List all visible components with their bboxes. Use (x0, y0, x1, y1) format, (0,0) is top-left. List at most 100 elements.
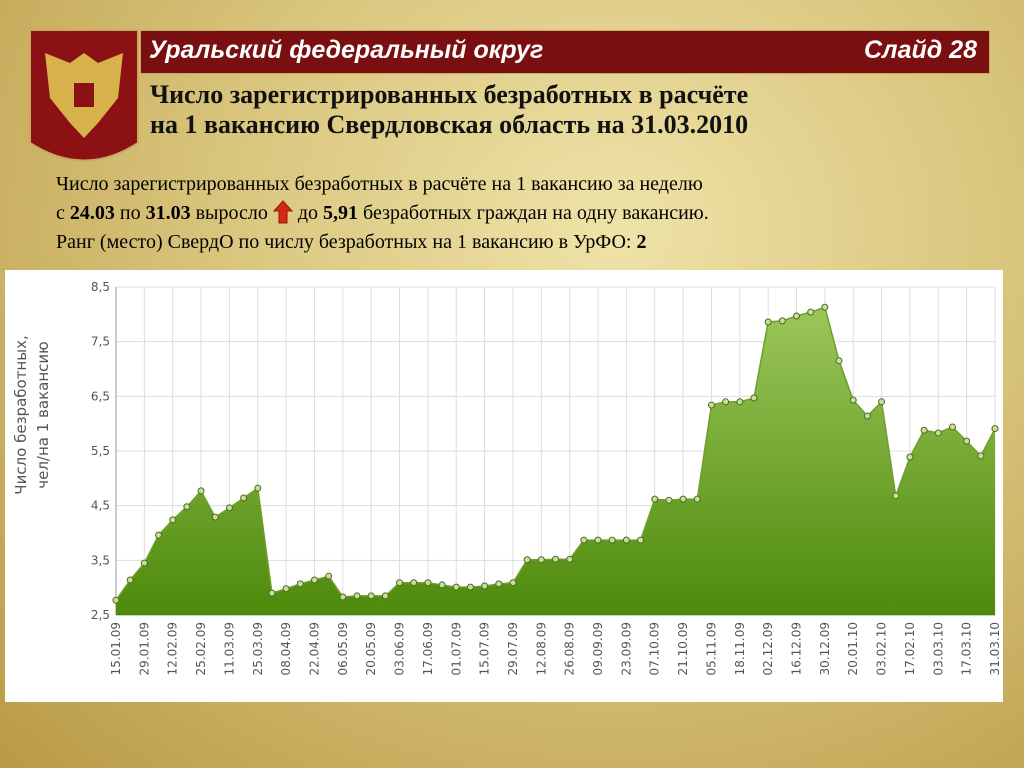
x-tick-label: 18.11.09 (733, 622, 747, 675)
point (296, 580, 304, 588)
point (679, 495, 687, 503)
point (764, 318, 772, 326)
point (282, 585, 290, 593)
point (240, 494, 248, 502)
x-tick-label: 03.02.10 (875, 622, 889, 675)
x-tick-label: 25.03.09 (251, 622, 265, 675)
point (495, 580, 503, 588)
point (920, 426, 928, 434)
point (991, 425, 999, 433)
x-tick-label: 07.10.09 (648, 622, 662, 675)
point (523, 556, 531, 564)
point (310, 576, 318, 584)
bold-text: 24.03 (69, 202, 115, 224)
x-tick-label: 30.12.09 (818, 622, 832, 675)
point (736, 398, 744, 406)
point (396, 579, 404, 587)
point (112, 596, 120, 604)
y-tick-label: 5,5 (91, 444, 110, 458)
x-tick-label: 22.04.09 (307, 622, 321, 675)
x-tick-label: 12.08.09 (534, 622, 548, 675)
text-line: с 24.03 по 31.03 выросло до 5,91 безрабо… (56, 199, 709, 228)
point (863, 412, 871, 420)
point (637, 536, 645, 544)
point (622, 536, 630, 544)
x-tick-label: 15.07.09 (478, 622, 492, 675)
bold-text: 2 (636, 231, 647, 253)
point (665, 496, 673, 504)
point (807, 308, 815, 316)
title-line: Число зарегистрированных безработных в р… (150, 80, 749, 109)
point (722, 398, 730, 406)
point (509, 579, 517, 587)
y-axis-label: Число безработных, (12, 335, 30, 494)
title-line: на 1 вакансию Свердловская область на 31… (150, 110, 749, 139)
point (438, 581, 446, 589)
x-tick-label: 01.07.09 (449, 622, 463, 675)
y-tick-label: 4,5 (91, 499, 110, 513)
y-tick-label: 7,5 (91, 335, 110, 349)
point (466, 583, 474, 591)
point (793, 312, 801, 320)
text: безработных граждан на одну вакансию. (358, 202, 709, 224)
text: Ранг (место) СвердО по числу безработных… (56, 231, 637, 253)
point (750, 394, 758, 402)
point (367, 592, 375, 600)
point (651, 495, 659, 503)
point (197, 487, 205, 495)
text-line: Число зарегистрированных безработных в р… (56, 170, 709, 199)
x-tick-label: 23.09.09 (619, 622, 633, 675)
point (977, 452, 985, 460)
bold-text: 31.03 (145, 202, 191, 224)
point (452, 583, 460, 591)
x-tick-label: 06.05.09 (336, 622, 350, 675)
point (963, 437, 971, 445)
x-tick-label: 20.01.10 (846, 622, 860, 675)
up-arrow (272, 200, 293, 224)
point (254, 484, 262, 492)
point (707, 401, 715, 409)
x-tick-label: 11.03.09 (222, 622, 236, 675)
x-tick-label: 05.11.09 (704, 622, 718, 675)
point (934, 429, 942, 437)
y-tick-label: 2,5 (91, 608, 110, 622)
text-line: Ранг (место) СвердО по числу безработных… (56, 228, 709, 257)
x-tick-label: 17.02.10 (903, 622, 917, 675)
y-tick-label: 6,5 (91, 389, 110, 403)
point (849, 396, 857, 404)
x-tick-label: 31.03.10 (988, 622, 1002, 675)
point (155, 531, 163, 539)
x-tick-label: 03.03.10 (931, 622, 945, 675)
text: с (56, 202, 70, 224)
area (116, 307, 995, 615)
point (537, 556, 545, 564)
banner: Уральский федеральный округ Слайд 28 (140, 30, 990, 74)
text: по (114, 202, 146, 224)
x-tick-label: 26.08.09 (563, 622, 577, 675)
x-tick-label: 09.09.09 (591, 622, 605, 675)
point (183, 503, 191, 511)
emblem (29, 29, 139, 162)
point (325, 572, 333, 580)
slide-number: Слайд 28 (864, 36, 977, 64)
x-tick-label: 25.02.09 (194, 622, 208, 675)
point (566, 555, 574, 563)
region: Уральский федеральный округ (149, 36, 544, 64)
x-tick-label: 08.04.09 (279, 622, 293, 675)
point (268, 589, 276, 597)
x-tick-label: 17.06.09 (421, 622, 435, 675)
x-tick-label: 15.01.09 (109, 622, 123, 675)
x-tick-label: 12.02.09 (166, 622, 180, 675)
point (693, 495, 701, 503)
point (594, 536, 602, 544)
y-tick-label: 3,5 (91, 553, 110, 567)
paragraph: Число зарегистрированных безработных в р… (56, 170, 709, 257)
point (948, 423, 956, 431)
point (410, 579, 418, 587)
x-tick-label: 17.03.10 (960, 622, 974, 675)
point (126, 576, 134, 584)
point (140, 559, 148, 567)
x-tick-label: 03.06.09 (393, 622, 407, 675)
